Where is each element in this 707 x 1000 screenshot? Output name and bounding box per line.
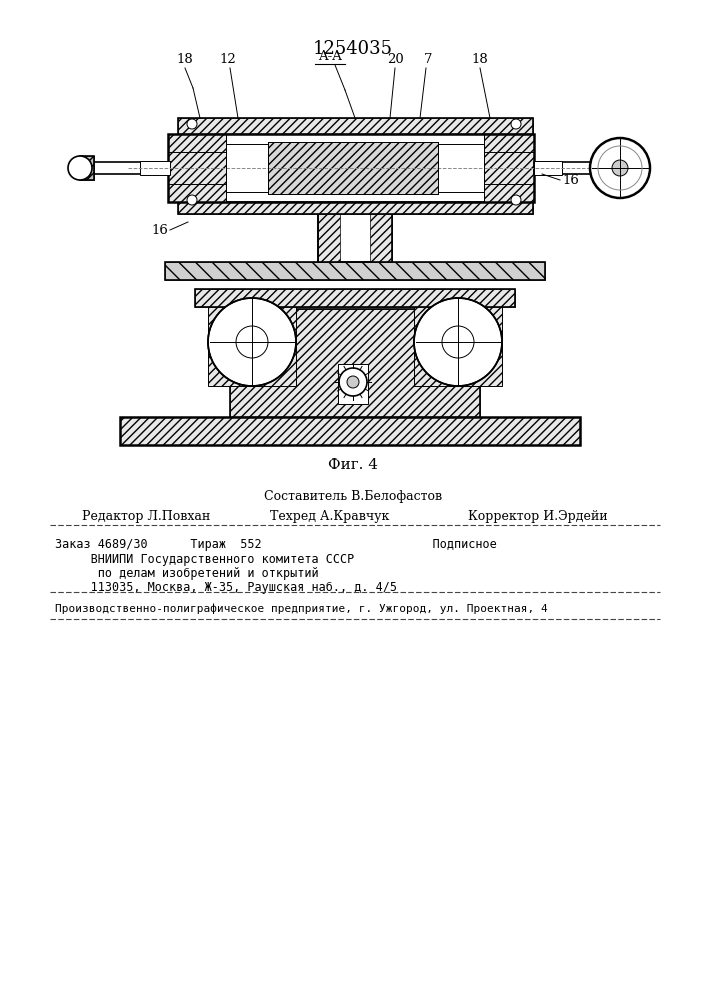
Text: 16: 16 (151, 224, 168, 236)
Bar (120, 417, 580, 445)
Text: 113035, Москва, Ж-35, Раушская наб., д. 4/5: 113035, Москва, Ж-35, Раушская наб., д. … (55, 581, 397, 594)
Circle shape (414, 298, 502, 386)
Bar (178, 202, 533, 214)
Bar (318, 212, 392, 262)
Text: по делам изобретений и открытий: по делам изобретений и открытий (55, 567, 319, 580)
Circle shape (208, 298, 296, 386)
Circle shape (442, 326, 474, 358)
Bar (195, 289, 515, 307)
Bar (195, 289, 515, 307)
Circle shape (187, 195, 197, 205)
Bar (338, 364, 368, 404)
Bar (414, 298, 502, 386)
Circle shape (511, 119, 521, 129)
Text: 18: 18 (177, 53, 194, 66)
Bar (268, 142, 438, 194)
Text: Техред А.Кравчук: Техред А.Кравчук (270, 510, 390, 523)
Text: 1254035: 1254035 (313, 40, 393, 58)
Circle shape (511, 195, 521, 205)
Circle shape (590, 138, 650, 198)
Text: Составитель В.Белофастов: Составитель В.Белофастов (264, 490, 442, 503)
Circle shape (68, 156, 92, 180)
Text: A-A: A-A (318, 50, 342, 63)
Text: Корректор И.Эрдейи: Корректор И.Эрдейи (468, 510, 607, 523)
Bar (165, 262, 545, 280)
Bar (318, 212, 392, 262)
Bar (534, 161, 562, 175)
Circle shape (236, 326, 268, 358)
Text: 20: 20 (387, 53, 404, 66)
Text: Заказ 4689/30      Тираж  552                        Подписное: Заказ 4689/30 Тираж 552 Подписное (55, 538, 497, 551)
Text: Редактор Л.Повхан: Редактор Л.Повхан (82, 510, 210, 523)
Bar (168, 134, 534, 202)
Bar (178, 118, 533, 134)
Bar (140, 161, 170, 175)
Bar (370, 212, 392, 262)
Bar (484, 134, 534, 202)
Bar (80, 156, 94, 180)
Circle shape (612, 160, 628, 176)
Bar (268, 142, 438, 194)
Bar (80, 156, 94, 180)
Bar (165, 262, 545, 280)
Circle shape (187, 119, 197, 129)
Bar (230, 309, 480, 417)
Text: 12: 12 (220, 53, 236, 66)
Text: Производственно-полиграфическое предприятие, г. Ужгород, ул. Проектная, 4: Производственно-полиграфическое предприя… (55, 604, 548, 614)
Circle shape (347, 376, 359, 388)
Text: 16: 16 (562, 174, 579, 186)
Bar (168, 134, 226, 202)
Bar (120, 417, 580, 445)
Bar (208, 298, 296, 386)
Text: ВНИИПИ Государственного комитета СССР: ВНИИПИ Государственного комитета СССР (55, 553, 354, 566)
Text: 18: 18 (472, 53, 489, 66)
Bar (534, 162, 596, 174)
Bar (178, 202, 533, 214)
Circle shape (339, 368, 367, 396)
Bar (230, 309, 480, 417)
Bar (90, 162, 170, 174)
Text: 7: 7 (423, 53, 432, 66)
Bar (178, 118, 533, 134)
Bar (226, 144, 484, 192)
Text: Фиг. 4: Фиг. 4 (328, 458, 378, 472)
Bar (318, 212, 340, 262)
